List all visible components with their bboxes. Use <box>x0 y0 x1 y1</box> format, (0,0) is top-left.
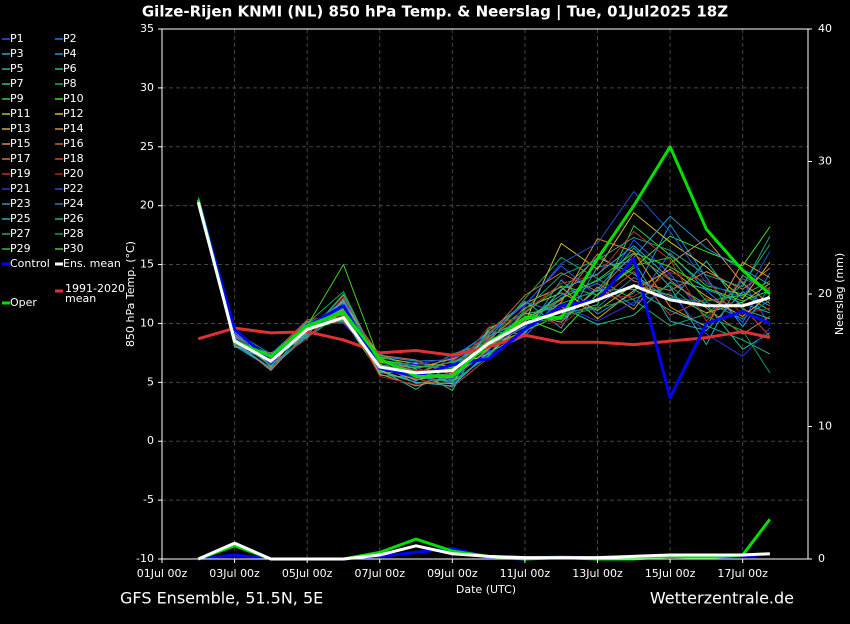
y-tick-label: 10 <box>140 316 154 329</box>
x-tick-label: 07Jul 00z <box>354 567 405 580</box>
legend-label: P3 <box>10 47 24 60</box>
legend-label: P30 <box>63 242 84 255</box>
legend-label: P8 <box>63 77 77 90</box>
plot-frame <box>161 28 809 560</box>
y-tick-label: 25 <box>140 140 154 153</box>
temp-line <box>197 199 771 383</box>
legend-label: P9 <box>10 92 24 105</box>
y2-tick-label: 10 <box>818 420 832 433</box>
legend-label: P17 <box>10 152 31 165</box>
x-tick-label: 09Jul 00z <box>427 567 478 580</box>
x-tick-label: 17Jul 00z <box>717 567 768 580</box>
legend-label: P7 <box>10 77 24 90</box>
y-tick-label: 20 <box>140 199 154 212</box>
legend-label: P12 <box>63 107 84 120</box>
y-tick-label: 30 <box>140 81 154 94</box>
legend-label: P13 <box>10 122 31 135</box>
legend-label: Control <box>10 257 50 270</box>
legend-label: P23 <box>10 197 31 210</box>
x-tick-label: 13Jul 00z <box>572 567 623 580</box>
x-tick-label: 03Jul 00z <box>209 567 260 580</box>
y-tick-label: 15 <box>140 258 154 271</box>
legend-label: P21 <box>10 182 31 195</box>
y-tick-label: 35 <box>140 22 154 35</box>
legend-label: Ens. mean <box>63 257 121 270</box>
y2-tick-label: 20 <box>818 287 832 300</box>
legend-label: P4 <box>63 47 77 60</box>
legend-label: P1 <box>10 32 24 45</box>
x-tick-label: 01Jul 00z <box>137 567 188 580</box>
temp-line <box>197 326 771 357</box>
x-tick-label: 11Jul 00z <box>500 567 551 580</box>
footer-right: Wetterzentrale.de <box>650 589 794 608</box>
y2-tick-label: 40 <box>818 22 832 35</box>
y2-tick-label: 30 <box>818 155 832 168</box>
legend-label: P29 <box>10 242 31 255</box>
y-axis-label: 850 hPa Temp. (°C) <box>124 241 137 347</box>
y-tick-label: 0 <box>147 434 154 447</box>
legend-label: P27 <box>10 227 31 240</box>
legend-label: P20 <box>63 167 84 180</box>
x-axis-label: Date (UTC) <box>456 583 516 596</box>
legend-label: Oper <box>10 296 37 309</box>
legend-label: P18 <box>63 152 84 165</box>
legend-label: P25 <box>10 212 31 225</box>
temp-line <box>197 200 771 387</box>
temp-line <box>196 201 771 375</box>
legend-label: P2 <box>63 32 77 45</box>
legend-label: P28 <box>63 227 84 240</box>
legend-label: P24 <box>63 197 84 210</box>
legend-label: P6 <box>63 62 77 75</box>
legend-label: P15 <box>10 137 31 150</box>
chart-title: Gilze-Rijen KNMI (NL) 850 hPa Temp. & Ne… <box>142 3 728 22</box>
footer-left: GFS Ensemble, 51.5N, 5E <box>120 589 323 608</box>
legend-label: P26 <box>63 212 84 225</box>
temp-line <box>197 202 771 376</box>
y2-axis-label: Neerslag (mm) <box>833 253 846 335</box>
legend-label: P11 <box>10 107 31 120</box>
legend-label: P10 <box>63 92 84 105</box>
y-tick-label: 5 <box>147 375 154 388</box>
x-tick-label: 05Jul 00z <box>282 567 333 580</box>
legend-label: P22 <box>63 182 84 195</box>
y2-tick-label: 0 <box>818 552 825 565</box>
legend-label: P5 <box>10 62 24 75</box>
legend-label: P14 <box>63 122 84 135</box>
legend-label: P16 <box>63 137 84 150</box>
legend-label: P19 <box>10 167 31 180</box>
y-tick-label: -10 <box>136 552 154 565</box>
y-tick-label: -5 <box>143 493 154 506</box>
x-tick-label: 15Jul 00z <box>645 567 696 580</box>
temp-line <box>197 205 771 372</box>
legend-label: 1991-2020 mean <box>65 282 125 305</box>
